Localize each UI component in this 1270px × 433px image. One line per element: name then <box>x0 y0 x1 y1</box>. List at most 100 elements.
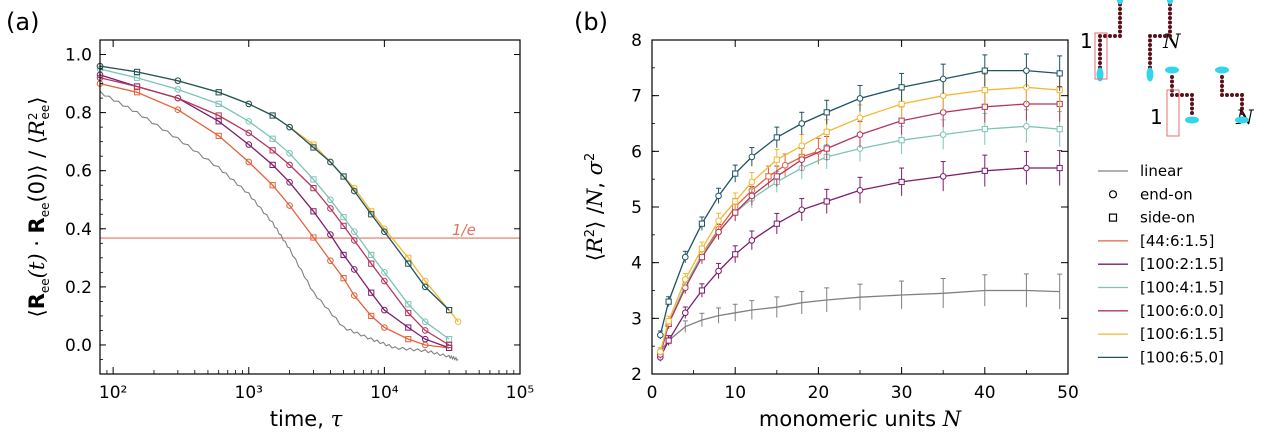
series-line-4 <box>659 103 1060 355</box>
monomer-bead <box>1168 29 1172 34</box>
data-point-5-9 <box>823 128 830 135</box>
xtick-label: 10 <box>724 383 746 403</box>
data-point-1-4 <box>245 158 253 166</box>
data-point-4-4 <box>715 228 722 236</box>
xtick-label: 20 <box>808 383 830 403</box>
monomer-bead <box>1240 97 1244 102</box>
ytick-label: 0.0 <box>65 336 92 356</box>
ytick-label: 0.2 <box>65 278 92 298</box>
monomer-bead <box>1153 34 1157 38</box>
monomer-bead <box>1098 52 1102 56</box>
data-point-2-4 <box>245 141 253 148</box>
ytick-label: 4 <box>631 254 642 274</box>
monomer-bead <box>1118 34 1122 38</box>
data-point-3-7 <box>310 176 317 183</box>
panel-a-frame <box>99 39 521 375</box>
data-point-2-15 <box>1056 164 1063 172</box>
data-point-5-4 <box>715 217 722 225</box>
inset-top-left-label: 1 <box>1080 29 1093 53</box>
panel-b-ylabel: ⟨R2⟩ /N, σ2 <box>583 153 607 262</box>
data-point-3-4 <box>245 118 253 125</box>
data-point-6-9 <box>823 109 830 116</box>
mesogen-ellipse <box>1146 67 1154 82</box>
legend-label: [100:6:5.0] <box>1140 348 1224 366</box>
monomer-bead <box>1098 61 1102 65</box>
data-point-6-2 <box>174 77 182 84</box>
series-line-1 <box>99 82 450 349</box>
monomer-bead <box>1240 93 1244 97</box>
data-point-5-11 <box>898 100 905 108</box>
monomer-bead <box>1168 11 1172 16</box>
data-point-6-1 <box>133 68 141 76</box>
data-point-5-1 <box>665 318 672 325</box>
series-line-6 <box>99 65 450 311</box>
data-point-2-1 <box>665 337 672 344</box>
data-point-3-3 <box>215 100 222 107</box>
monomer-bead <box>1103 34 1107 38</box>
data-point-4-7 <box>773 173 780 180</box>
ytick-label: 8 <box>631 31 642 51</box>
data-point-4-8 <box>798 156 806 163</box>
panel-b-plot-area <box>657 53 1063 362</box>
data-point-2-6 <box>286 179 293 186</box>
highlight-box <box>1166 89 1180 137</box>
data-point-2-10 <box>856 187 864 194</box>
series-line-4 <box>99 77 450 346</box>
mesogen-ellipse <box>1166 0 1174 5</box>
data-point-6-12 <box>939 75 947 83</box>
panel-a-label: (a) <box>6 8 39 36</box>
data-point-2-3 <box>215 118 222 125</box>
monomer-bead <box>1240 111 1244 115</box>
panel-b-xlabel-text: monomeric units <box>759 407 943 431</box>
ytick-label: 2 <box>631 365 642 385</box>
highlight-box <box>1094 32 1108 80</box>
legend-label: [44:6:1.5] <box>1140 232 1214 250</box>
data-point-4-12 <box>381 277 388 285</box>
legend-item-7: [100:6:1.5] <box>1098 325 1224 343</box>
data-point-2-8 <box>327 231 334 238</box>
data-point-2-9 <box>340 251 347 259</box>
monomer-bead <box>1168 20 1172 25</box>
data-point-6-1 <box>665 298 672 305</box>
data-point-1-5 <box>269 182 276 189</box>
data-point-1-10 <box>350 292 358 299</box>
data-point-4-3 <box>215 112 222 119</box>
monomer-bead <box>1148 43 1152 47</box>
xtick-label: 10⁴ <box>370 383 399 403</box>
data-point-5-13 <box>405 254 412 261</box>
xtick-label: 10⁵ <box>506 383 534 403</box>
monomer-bead <box>1118 29 1122 34</box>
data-point-5-8 <box>798 142 806 150</box>
monomer-bead <box>1168 7 1172 11</box>
data-point-6-12 <box>381 228 388 235</box>
data-point-1-1 <box>133 89 141 96</box>
legend-item-5: [100:4:1.5] <box>1098 279 1224 297</box>
data-point-6-15 <box>445 307 453 314</box>
panel-a-xlabel-symbol: τ <box>331 407 343 431</box>
data-point-2-5 <box>269 161 276 168</box>
data-point-6-13 <box>981 67 988 74</box>
mesogen-ellipse <box>1185 116 1199 124</box>
panel-b-xlabel: monomeric units N <box>759 407 962 431</box>
data-point-6-14 <box>1023 67 1030 74</box>
panel-a-ylabel: ⟨Ree(t) · Ree(0)⟩ / ⟨R2ee⟩ <box>25 97 52 318</box>
inset-end-on-schematic: 1 N <box>1150 66 1255 137</box>
legend-item-4: [100:2:1.5] <box>1098 255 1224 273</box>
data-point-4-15 <box>445 341 453 349</box>
series-line-0 <box>99 90 459 362</box>
monomer-bead <box>1163 34 1167 38</box>
data-point-1-6 <box>286 202 293 209</box>
monomer-bead <box>1118 16 1122 20</box>
data-point-4-9 <box>823 145 830 152</box>
data-point-2-10 <box>350 266 358 273</box>
inset-top-right-label: N <box>1162 29 1182 53</box>
monomer-bead <box>1190 97 1194 102</box>
data-point-2-12 <box>381 306 388 314</box>
legend-item-3: [44:6:1.5] <box>1098 232 1214 250</box>
monomer-bead <box>1185 93 1189 97</box>
panel-a-ticks: 0.0 0.2 0.4 0.6 0.8 1.0 10² 10³ 10⁴ 10⁵ <box>65 40 534 403</box>
monomer-bead <box>1180 93 1184 97</box>
data-point-4-4 <box>245 129 253 137</box>
data-point-3-14 <box>421 318 429 326</box>
data-point-4-6 <box>286 161 293 169</box>
